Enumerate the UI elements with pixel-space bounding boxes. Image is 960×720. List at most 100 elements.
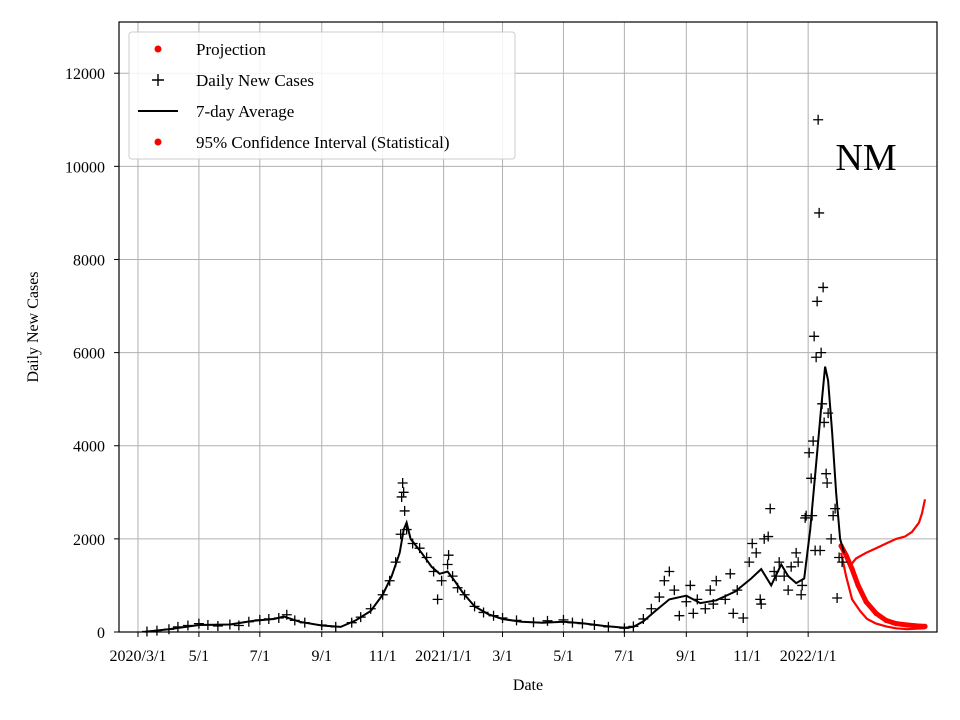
daily-case-point <box>822 477 833 488</box>
x-tick-label: 3/1 <box>492 648 512 665</box>
daily-case-point <box>193 618 204 629</box>
daily-case-point <box>793 557 804 568</box>
y-axis-ticks: 0 2000 4000 6000 8000 10000 12000 <box>65 66 119 642</box>
legend-label: Projection <box>196 40 266 59</box>
daily-case-point <box>806 473 817 484</box>
legend-label: Daily New Cases <box>196 71 314 90</box>
daily-case-point <box>316 620 327 631</box>
daily-case-point <box>771 571 782 582</box>
daily-case-point <box>172 621 183 632</box>
daily-case-point <box>774 557 785 568</box>
daily-case-point <box>365 603 376 614</box>
y-tick-label: 2000 <box>73 532 105 549</box>
daily-case-point <box>243 616 254 627</box>
daily-case-point <box>823 408 834 419</box>
daily-case-point <box>407 538 418 549</box>
x-tick-label: 7/1 <box>614 648 634 665</box>
daily-cases-layer <box>141 114 848 637</box>
daily-case-point <box>796 589 807 600</box>
y-tick-label: 10000 <box>65 159 105 176</box>
daily-case-point <box>809 331 820 342</box>
y-axis-label: Daily New Cases <box>25 271 42 382</box>
daily-case-point <box>664 566 675 577</box>
x-tick-label: 7/1 <box>250 648 270 665</box>
daily-case-point <box>728 608 739 619</box>
daily-case-point <box>828 510 839 521</box>
daily-case-point <box>821 468 832 479</box>
x-tick-label: 2021/1/1 <box>415 648 472 665</box>
ci-lower-line <box>840 552 926 631</box>
daily-case-point <box>826 533 837 544</box>
daily-case-point <box>744 557 755 568</box>
daily-case-point <box>725 568 736 579</box>
projection-point <box>893 621 899 627</box>
x-tick-label: 11/1 <box>369 648 397 665</box>
x-tick-label: 2020/3/1 <box>110 648 167 665</box>
daily-case-point <box>443 550 454 561</box>
daily-case-point <box>837 557 848 568</box>
daily-case-point <box>395 529 406 540</box>
daily-case-point <box>797 580 808 591</box>
daily-case-point <box>669 585 680 596</box>
projection-point <box>883 617 889 623</box>
daily-case-point <box>688 608 699 619</box>
daily-case-point <box>151 625 162 636</box>
state-annotation: NM <box>835 137 896 179</box>
legend: Projection Daily New Cases 7-day Average 95… <box>128 31 516 160</box>
daily-case-point <box>810 545 821 556</box>
daily-case-point <box>511 615 522 626</box>
daily-case-point <box>755 594 766 605</box>
daily-case-point <box>628 621 639 632</box>
x-tick-label: 5/1 <box>553 648 573 665</box>
projection-point <box>922 623 928 630</box>
projection-point <box>849 566 855 572</box>
daily-case-point <box>233 620 244 631</box>
daily-case-point <box>202 620 213 631</box>
daily-case-point <box>814 207 825 218</box>
daily-case-point <box>817 398 828 409</box>
daily-case-point <box>224 619 235 630</box>
daily-case-point <box>390 557 401 568</box>
daily-case-point <box>182 620 193 631</box>
daily-case-point <box>542 615 553 626</box>
daily-case-point <box>692 594 703 605</box>
y-tick-label: 12000 <box>65 66 105 83</box>
daily-case-point <box>711 575 722 586</box>
daily-case-point <box>700 603 711 614</box>
daily-case-point <box>720 594 731 605</box>
y-tick-label: 0 <box>97 625 105 642</box>
daily-case-point <box>289 615 300 626</box>
daily-case-point <box>346 617 357 628</box>
daily-case-point <box>747 538 758 549</box>
x-axis-ticks: 2020/3/1 5/1 7/1 9/1 11/1 2021/1/1 3/1 5/1 7/1 9/… <box>110 632 837 665</box>
daily-case-point <box>469 601 480 612</box>
plot-frame <box>118 21 938 633</box>
daily-case-point <box>384 575 395 586</box>
daily-case-point <box>791 547 802 558</box>
daily-case-point <box>399 505 410 516</box>
x-tick-label: 2022/1/1 <box>780 648 837 665</box>
x-axis-label: Date <box>513 677 543 694</box>
daily-case-point <box>705 585 716 596</box>
daily-case-point <box>811 352 822 363</box>
daily-case-point <box>567 617 578 628</box>
y-tick-label: 6000 <box>73 346 105 363</box>
daily-case-point <box>401 524 412 535</box>
daily-case-point <box>398 487 409 498</box>
daily-case-point <box>708 599 719 610</box>
daily-case-point <box>786 561 797 572</box>
y-tick-label: 4000 <box>73 439 105 456</box>
x-tick-label: 9/1 <box>312 648 332 665</box>
daily-case-point <box>603 621 614 632</box>
daily-case-point <box>478 607 489 618</box>
daily-case-point <box>396 491 407 502</box>
daily-case-point <box>273 613 284 624</box>
daily-case-point <box>659 575 670 586</box>
daily-case-point <box>759 533 770 544</box>
x-tick-label: 9/1 <box>676 648 696 665</box>
daily-case-point <box>756 599 767 610</box>
daily-case-point <box>459 589 470 600</box>
projection-point <box>873 610 879 616</box>
legend-dot-icon <box>154 45 162 53</box>
